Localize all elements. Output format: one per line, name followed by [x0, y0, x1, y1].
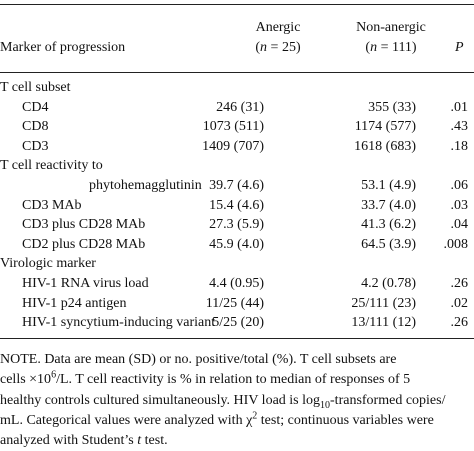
- nonanergic-value: 25/111 (23): [351, 295, 416, 311]
- row-label: CD3: [22, 138, 49, 154]
- anergic-value: 39.7 (4.6): [209, 178, 264, 193]
- nonanergic-value: 41.3 (6.2): [361, 217, 416, 233]
- section-row: Virologic marker: [0, 256, 474, 272]
- header-nonanergic-n: (n = 111): [365, 40, 417, 55]
- p-value: .01: [450, 99, 469, 115]
- nonanergic-value: 1174 (577): [354, 119, 416, 135]
- p-value: .26: [450, 315, 469, 331]
- table-row: CD2 plus CD28 MAb 45.9 (4.0) 64.5 (3.9) .00…: [0, 237, 474, 253]
- anergic-value: 5/25 (20): [212, 315, 264, 331]
- row-label: CD3 MAb: [22, 197, 82, 213]
- header-anergic-n: (n = 25): [255, 40, 301, 55]
- header-p: P: [455, 40, 464, 55]
- note-line-4: mL. Categorical values were analyzed wit…: [0, 410, 434, 428]
- p-value: .02: [450, 295, 469, 311]
- table-row: CD4 246 (31) 355 (33) .01: [0, 100, 474, 116]
- table-row: CD8 1073 (511) 1174 (577) .43: [0, 119, 474, 135]
- section-row: T cell reactivity to: [0, 158, 474, 174]
- nonanergic-value: 355 (33): [368, 99, 416, 115]
- note-line-1: NOTE. Data are mean (SD) or no. positive…: [0, 352, 397, 367]
- table-row: HIV-1 p24 antigen 11/25 (44) 25/111 (23) .0…: [0, 296, 474, 312]
- row-label: HIV-1 p24 antigen: [22, 295, 127, 311]
- note-line-3: healthy controls cultured simultaneously…: [0, 392, 446, 411]
- row-label: HIV-1 RNA virus load: [22, 276, 149, 291]
- row-label: T cell subset: [0, 80, 71, 95]
- anergic-value: 4.4 (0.95): [209, 276, 264, 291]
- header-anergic-title: Anergic: [255, 20, 301, 35]
- top-rule: [0, 4, 474, 5]
- header-marker: Marker of progression: [0, 40, 126, 55]
- anergic-value: 45.9 (4.0): [209, 236, 264, 252]
- anergic-value: 1409 (707): [202, 138, 264, 154]
- table-note: NOTE. Data are mean (SD) or no. positive…: [0, 350, 474, 451]
- row-label: T cell reactivity to: [0, 158, 103, 174]
- row-label: CD3 plus CD28 MAb: [22, 217, 146, 233]
- section-row: T cell subset: [0, 80, 474, 96]
- p-value: .008: [443, 236, 469, 252]
- p-value: .43: [450, 119, 469, 135]
- table-row: phytohemagglutinin 39.7 (4.6) 53.1 (4.9) .0…: [0, 178, 474, 194]
- anergic-value: 11/25 (44): [205, 295, 264, 311]
- nonanergic-value: 33.7 (4.0): [361, 197, 416, 213]
- row-label: HIV-1 syncytium-inducing variant: [22, 315, 216, 331]
- bottom-rule: [0, 338, 474, 339]
- row-label: CD8: [22, 119, 49, 135]
- row-label: Virologic marker: [0, 256, 96, 272]
- p-value: .06: [450, 178, 469, 193]
- nonanergic-value: 13/111 (12): [351, 315, 416, 331]
- p-value: .18: [450, 138, 469, 154]
- row-label: phytohemagglutinin: [89, 178, 202, 193]
- nonanergic-value: 1618 (683): [354, 138, 416, 154]
- anergic-value: 27.3 (5.9): [209, 217, 264, 233]
- table-row: CD3 1409 (707) 1618 (683) .18: [0, 139, 474, 155]
- row-label: CD4: [22, 99, 49, 115]
- p-value: .04: [450, 217, 469, 233]
- header-nonanergic-title: Non-anergic: [356, 20, 426, 35]
- table-row: CD3 MAb 15.4 (4.6) 33.7 (4.0) .03: [0, 198, 474, 214]
- anergic-value: 15.4 (4.6): [209, 197, 264, 213]
- nonanergic-value: 4.2 (0.78): [361, 276, 416, 291]
- row-label: CD2 plus CD28 MAb: [22, 236, 146, 252]
- header-rule: [0, 72, 474, 73]
- nonanergic-value: 53.1 (4.9): [361, 178, 416, 193]
- table-row: CD3 plus CD28 MAb 27.3 (5.9) 41.3 (6.2) .04: [0, 217, 474, 233]
- table-row: HIV-1 RNA virus load 4.4 (0.95) 4.2 (0.78)…: [0, 276, 474, 292]
- anergic-value: 246 (31): [216, 99, 264, 115]
- nonanergic-value: 64.5 (3.9): [361, 236, 416, 252]
- p-value: .03: [450, 197, 469, 213]
- anergic-value: 1073 (511): [202, 119, 264, 135]
- p-value: .26: [450, 276, 469, 291]
- table-row: HIV-1 syncytium-inducing variant 5/25 (20…: [0, 315, 474, 331]
- note-line-2: cells ×106/L. T cell reactivity is % in …: [0, 369, 411, 388]
- note-line-5: analyzed with Student’s t test.: [0, 433, 168, 449]
